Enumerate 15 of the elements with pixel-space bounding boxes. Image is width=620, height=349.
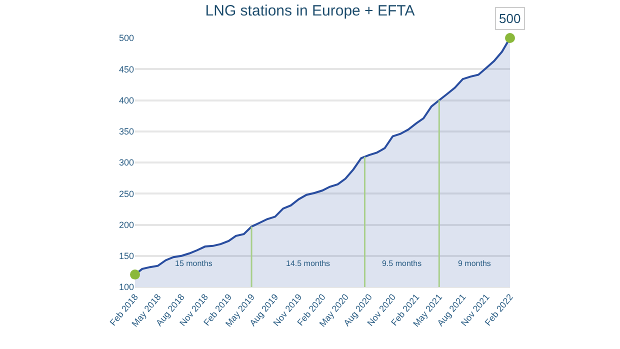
y-tick-label: 150 <box>118 251 134 262</box>
annotation: 9 months <box>458 259 491 268</box>
annotation: 500 <box>499 11 521 26</box>
y-tick-label: 200 <box>118 220 134 230</box>
y-tick-label: 450 <box>118 64 134 74</box>
chart-title: LNG stations in Europe + EFTA <box>205 2 415 20</box>
annotation: 15 months <box>175 259 212 268</box>
annotation: 14.5 months <box>286 259 330 268</box>
y-tick-label: 100 <box>118 282 134 292</box>
y-tick-label: 300 <box>118 158 134 168</box>
annotation: 9.5 months <box>382 259 422 268</box>
y-tick-label: 500 <box>118 33 134 44</box>
y-tick-label: 400 <box>118 95 134 106</box>
y-tick-label: 350 <box>118 126 134 137</box>
y-tick-label: 250 <box>118 188 134 199</box>
